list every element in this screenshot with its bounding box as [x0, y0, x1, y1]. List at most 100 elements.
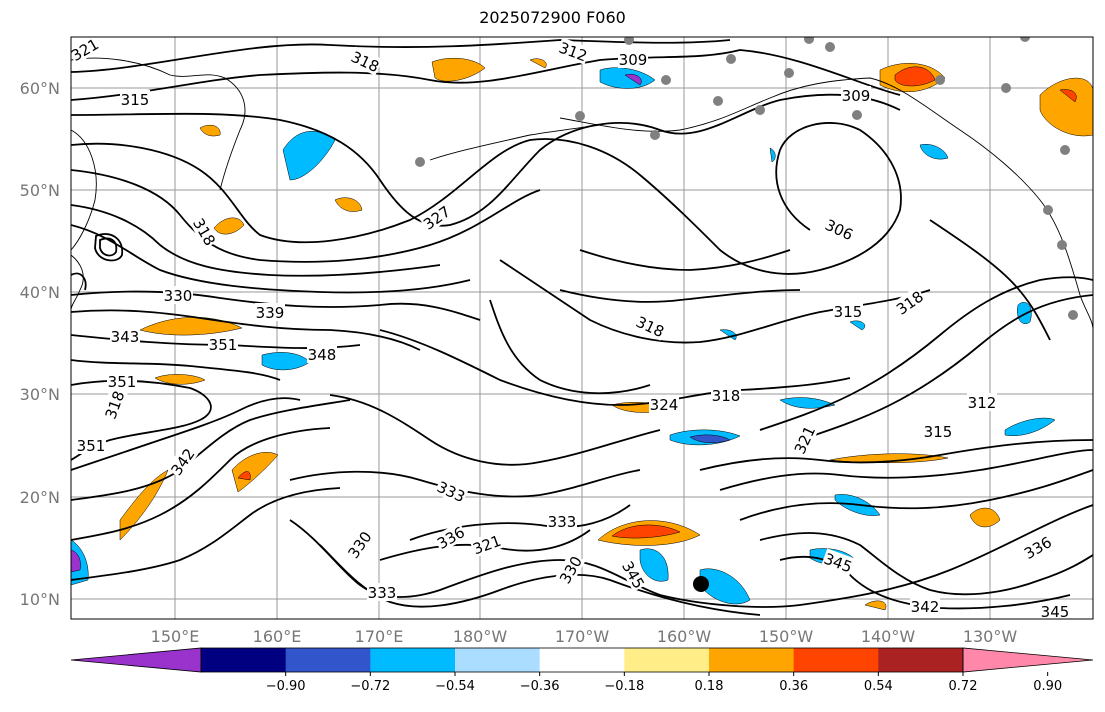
contour-label-bg: [348, 46, 383, 76]
contour-label: 318: [712, 387, 741, 405]
plot-frame: [70, 36, 1094, 620]
colorbar-segment: [201, 648, 287, 672]
colorbar-segment: [285, 648, 371, 672]
colorbar: [70, 647, 1094, 673]
negative-patch: [282, 131, 336, 181]
colorbar-tick-label: −0.54: [435, 679, 475, 694]
storm-marker: [693, 576, 709, 592]
contour-label: 351: [108, 373, 137, 391]
negative-patch: [689, 434, 731, 443]
contour-label-bg: [100, 387, 128, 422]
contour-label: 330: [164, 287, 193, 305]
colorbar-tick-label: 0.36: [779, 679, 808, 694]
colorbar-segment: [709, 648, 795, 672]
positive-patch: [199, 124, 221, 137]
contour-label-bg: [618, 557, 650, 592]
positive-patch: [969, 507, 1001, 528]
contour-label-bg: [618, 50, 648, 68]
lon-label: 130°W: [963, 627, 1018, 646]
negative-patch: [639, 548, 669, 582]
contour-label: 339: [256, 304, 285, 322]
contour-label-bg: [107, 372, 137, 390]
contour-label-bg: [433, 521, 468, 553]
contour-label-bg: [821, 548, 856, 576]
lat-label: 30°N: [20, 385, 60, 404]
colorbar-extend-min: [70, 647, 202, 673]
lon-label: 170°E: [355, 627, 404, 646]
lon-label: 140°W: [861, 627, 916, 646]
contour-label-bg: [166, 443, 199, 479]
contour-label-bg: [76, 436, 106, 454]
positive-patch: [154, 374, 206, 385]
contour-label-bg: [841, 86, 871, 104]
contour-label: 333: [548, 513, 577, 531]
contour-label-bg: [469, 530, 504, 558]
colorbar-segment: [370, 648, 456, 672]
positive-patch: [139, 317, 243, 336]
contour-label: 333: [368, 584, 397, 602]
colorbar-tick-label: 0.54: [864, 679, 893, 694]
lat-label: 60°N: [20, 79, 60, 98]
contour-label-bg: [554, 552, 586, 587]
negative-patch: [71, 549, 81, 573]
colorbar-segment: [878, 648, 964, 672]
lon-label: 160°E: [253, 627, 302, 646]
lat-label: 40°N: [20, 283, 60, 302]
positive-patch: [213, 217, 245, 235]
positive-patch: [237, 471, 251, 481]
contour-label-bg: [1040, 602, 1070, 619]
map-title: 2025072900 F060: [479, 8, 626, 27]
filled-contours: [71, 57, 1093, 611]
colorbar-tick-label: 0.18: [695, 679, 724, 694]
colorbar-tick-label: 0.90: [1033, 679, 1062, 694]
colorbar-tick-label: −0.18: [604, 679, 644, 694]
contour-label-bg: [434, 476, 469, 506]
negative-patch: [624, 74, 642, 86]
positive-patch: [1059, 89, 1077, 103]
contour-label-bg: [343, 526, 376, 562]
contour-label: 351: [209, 336, 238, 354]
positive-patch: [119, 469, 169, 541]
contour-label-bg: [923, 422, 953, 440]
negative-patch: [599, 67, 656, 89]
contour-label: 315: [924, 423, 953, 441]
negative-patch: [699, 568, 751, 605]
lon-label: 180°W: [453, 627, 508, 646]
negative-patch: [849, 320, 866, 331]
contour-label-bg: [547, 512, 577, 530]
positive-patch: [334, 197, 363, 212]
contour-label-bg: [71, 37, 102, 65]
lat-label: 50°N: [20, 181, 60, 200]
lon-label: 150°W: [759, 627, 814, 646]
positive-patch: [529, 58, 547, 69]
negative-patch: [769, 147, 776, 163]
longitude-labels: 150°E 160°E 170°E 180°W 170°W 160°W 150°…: [151, 627, 1018, 646]
colorbar-tick-label: −0.36: [520, 679, 560, 694]
contour-label: 351: [77, 437, 106, 455]
contour-lines: [71, 39, 1093, 616]
contour-label-bg: [1020, 531, 1055, 563]
contour-label: 348: [308, 346, 337, 364]
contour-label-bg: [120, 90, 150, 108]
lon-label: 150°E: [151, 627, 200, 646]
contour-label-bg: [822, 214, 857, 244]
colorbar-ticks: −0.90 −0.72 −0.54 −0.36 −0.18 0.18 0.36 0.54 0.7…: [266, 672, 1062, 694]
contour-label-bg: [967, 393, 997, 411]
positive-patch: [611, 524, 681, 539]
colorbar-segment: [539, 648, 625, 672]
colorbar-segment: [624, 648, 710, 672]
contour-label-bg: [556, 37, 591, 65]
coastlines: [71, 57, 1093, 331]
station-markers: [415, 37, 1078, 320]
positive-patch: [1039, 77, 1093, 137]
negative-patch: [1004, 417, 1056, 436]
contour-label-bg: [163, 286, 193, 304]
contour-label: 309: [842, 87, 871, 105]
positive-patch: [894, 66, 936, 87]
contour-label-bg: [367, 583, 397, 601]
contour-label: 315: [834, 303, 863, 321]
contour-label-bg: [208, 335, 238, 353]
contour-label-bg: [255, 303, 285, 321]
contour-label: 324: [650, 396, 679, 414]
colorbar-segment: [455, 648, 541, 672]
